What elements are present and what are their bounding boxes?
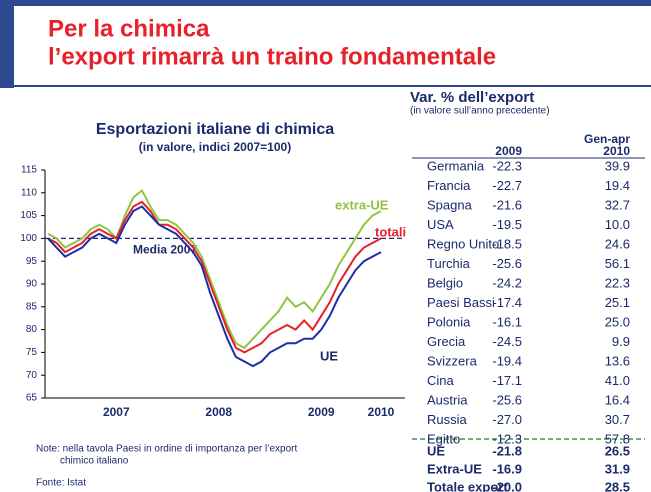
y-tick-label: 105 <box>20 210 37 221</box>
cell: 32.7 <box>605 197 630 212</box>
series-label: UE <box>320 348 338 363</box>
cell: 39.9 <box>605 158 630 173</box>
cell: 31.9 <box>605 461 630 476</box>
cell: 41.0 <box>605 373 630 388</box>
slide-title: l’export rimarrà un traino fondamentale <box>48 43 496 70</box>
reference-label: Media 2007 <box>133 243 197 257</box>
y-tick-label: 85 <box>26 301 38 312</box>
column-header: 2010 <box>603 144 630 158</box>
cell: -19.5 <box>492 217 522 232</box>
left-band <box>0 0 14 88</box>
cell: 57.8 <box>605 431 630 446</box>
cell: -16.9 <box>492 461 522 476</box>
series-line <box>47 200 382 354</box>
cell: 56.1 <box>605 256 630 271</box>
cell: -25.6 <box>492 392 522 407</box>
cell: 16.4 <box>605 392 630 407</box>
x-tick-label: 2008 <box>205 405 232 419</box>
cell: -22.7 <box>492 178 522 193</box>
cell: -25.6 <box>492 256 522 271</box>
cell: 9.9 <box>612 334 630 349</box>
table-subtitle: (in valore sull’anno precedente) <box>410 106 550 117</box>
row-label: Regno Unito <box>427 236 499 251</box>
cell: -18.5 <box>492 236 522 251</box>
row-label: Turchia <box>427 256 471 271</box>
note: Note: nella tavola Paesi in ordine di im… <box>36 444 297 455</box>
cell: 28.5 <box>605 479 630 492</box>
x-tick-label: 2007 <box>103 405 130 419</box>
row-label: Grecia <box>427 334 466 349</box>
row-label: Austria <box>427 392 468 407</box>
row-label: Extra-UE <box>427 461 482 476</box>
top-band <box>0 0 651 6</box>
table-title: Var. % dell’export <box>410 89 534 106</box>
x-tick-label: 2009 <box>308 405 335 419</box>
y-tick-label: 90 <box>26 279 38 290</box>
cell: 24.6 <box>605 236 630 251</box>
y-tick-label: 80 <box>26 324 38 335</box>
row-label: Polonia <box>427 314 471 329</box>
row-label: Belgio <box>427 275 463 290</box>
cell: -17.1 <box>492 373 522 388</box>
cell: 13.6 <box>605 353 630 368</box>
x-tick-label: 2010 <box>368 405 395 419</box>
note: chimico italiano <box>60 456 129 467</box>
series-label: extra-UE <box>335 197 389 212</box>
cell: -22.3 <box>492 158 522 173</box>
cell: 19.4 <box>605 178 630 193</box>
cell: -21.8 <box>492 443 522 458</box>
chart-subtitle: (in valore, indici 2007=100) <box>139 140 291 154</box>
row-label: Russia <box>427 412 468 427</box>
y-tick-label: 100 <box>20 233 37 244</box>
column-header: Gen-apr <box>584 132 630 146</box>
cell: -27.0 <box>492 412 522 427</box>
y-tick-label: 70 <box>26 370 38 381</box>
y-tick-label: 115 <box>21 165 37 176</box>
cell: 25.1 <box>605 295 630 310</box>
source: Fonte: Istat <box>36 478 86 489</box>
y-tick-label: 75 <box>26 347 38 358</box>
y-tick-label: 110 <box>21 187 37 198</box>
cell: -24.5 <box>492 334 522 349</box>
series-line <box>47 188 382 350</box>
row-label: Svizzera <box>427 353 478 368</box>
cell: -20.0 <box>492 479 522 492</box>
row-label: USA <box>427 217 454 232</box>
chart-title: Esportazioni italiane di chimica <box>96 121 334 138</box>
row-label: Cina <box>427 373 455 388</box>
y-tick-label: 65 <box>26 393 38 404</box>
row-label: Egitto <box>427 431 460 446</box>
row-label: Paesi Bassi <box>427 295 495 310</box>
row-label: Totale export <box>427 479 508 492</box>
cell: 10.0 <box>605 217 630 232</box>
column-header: 2009 <box>495 144 522 158</box>
cell: 25.0 <box>605 314 630 329</box>
cell: 22.3 <box>605 275 630 290</box>
row-label: Germania <box>427 158 485 173</box>
cell: -12.3 <box>492 431 522 446</box>
cell: -19.4 <box>492 353 522 368</box>
cell: 30.7 <box>605 412 630 427</box>
row-label: UE <box>427 443 445 458</box>
row-label: Spagna <box>427 197 473 212</box>
y-tick-label: 95 <box>26 256 38 267</box>
cell: -21.6 <box>492 197 522 212</box>
row-label: Francia <box>427 178 471 193</box>
series-line <box>47 205 382 368</box>
slide-title: Per la chimica <box>48 15 210 42</box>
cell: -16.1 <box>492 314 522 329</box>
cell: 26.5 <box>605 443 630 458</box>
cell: -17.4 <box>492 295 522 310</box>
cell: -24.2 <box>492 275 522 290</box>
series-label: totali <box>375 224 406 239</box>
